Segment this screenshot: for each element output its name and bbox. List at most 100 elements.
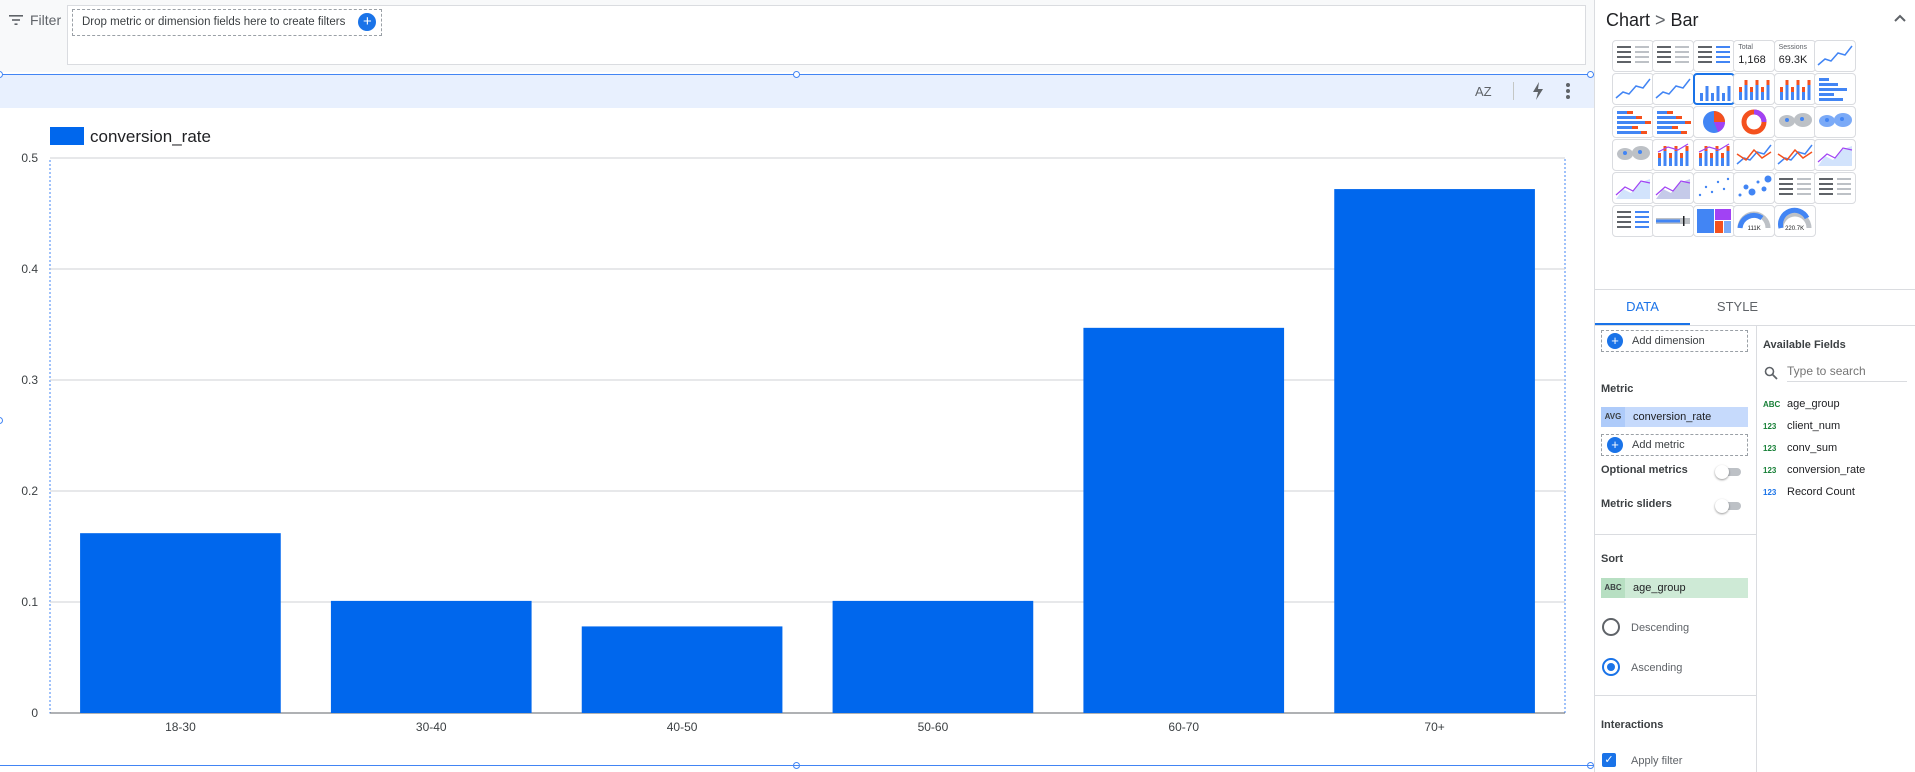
tab-data[interactable]: DATA — [1595, 290, 1690, 325]
field-record-count[interactable]: 123 Record Count — [1763, 486, 1855, 504]
apply-filter-label[interactable]: Apply filter — [1631, 755, 1683, 767]
stacked-bar-chart-icon[interactable] — [1612, 106, 1654, 138]
optional-metrics-toggle[interactable] — [1715, 465, 1741, 479]
field-conversion-rate[interactable]: 123 conversion_rate — [1763, 464, 1865, 482]
x-tick-label: 50-60 — [918, 720, 949, 734]
sort-field: age_group — [1633, 582, 1686, 594]
apply-filter-checkbox[interactable]: ✓ — [1602, 753, 1616, 767]
scorecard-caption: Total — [1738, 44, 1753, 51]
bar — [330, 600, 532, 713]
column-chart-icon[interactable] — [1692, 73, 1735, 105]
bolt-icon[interactable] — [1530, 81, 1546, 101]
field-type: 123 — [1763, 422, 1777, 431]
treemap-chart-icon[interactable] — [1692, 205, 1735, 237]
ascending-radio[interactable] — [1602, 658, 1620, 676]
filter-drop-area[interactable]: Drop metric or dimension fields here to … — [67, 5, 1586, 65]
donut-chart-icon[interactable] — [1733, 106, 1776, 138]
ascending-label[interactable]: Ascending — [1631, 662, 1683, 674]
chart-type-breadcrumb: Chart > Bar — [1606, 10, 1699, 31]
add-dimension-label: Add dimension — [1632, 335, 1705, 347]
x-tick-label: 70+ — [1424, 720, 1444, 734]
field-search-input[interactable] — [1787, 361, 1907, 382]
legend-label: conversion_rate — [90, 127, 211, 146]
combo-chart-icon[interactable] — [1652, 139, 1695, 171]
search-icon — [1764, 366, 1778, 380]
bullet-chart-icon[interactable] — [1652, 205, 1695, 237]
filled-map-chart-icon[interactable] — [1612, 139, 1654, 171]
gauge-ranges-chart-icon[interactable]: 220.7K — [1773, 205, 1816, 237]
bar-chart-icon[interactable] — [1814, 73, 1856, 105]
divider — [1595, 534, 1756, 535]
tab-style[interactable]: STYLE — [1716, 299, 1759, 314]
pivot-table-chart-icon[interactable] — [1773, 172, 1816, 204]
breadcrumb-root[interactable]: Chart — [1606, 10, 1651, 30]
add-metric-button[interactable]: + Add metric — [1601, 434, 1748, 456]
plus-icon: + — [1607, 333, 1623, 349]
drop-zone-text: Drop metric or dimension fields here to … — [82, 16, 346, 28]
google-maps-chart-icon[interactable] — [1814, 106, 1856, 138]
gauge-value: 111K — [1747, 226, 1761, 232]
field-age-group[interactable]: ABC age_group — [1763, 398, 1840, 416]
time-series-chart-icon[interactable] — [1814, 40, 1856, 72]
field-conv-sum[interactable]: 123 conv_sum — [1763, 442, 1837, 460]
table-chart-icon[interactable] — [1612, 40, 1654, 72]
100-stacked-column-chart-icon[interactable] — [1773, 73, 1816, 105]
chart-selection-border — [0, 765, 1595, 766]
stacked-column-chart-icon[interactable] — [1733, 73, 1776, 105]
metric-section-title: Metric — [1601, 383, 1634, 395]
chevron-up-icon[interactable] — [1892, 10, 1908, 26]
add-filter-icon[interactable]: + — [358, 13, 377, 31]
filter-drop-zone[interactable]: Drop metric or dimension fields here to … — [72, 9, 383, 36]
smoothed-line-chart-icon[interactable] — [1652, 73, 1695, 105]
stacked-area-chart-icon[interactable] — [1612, 172, 1654, 204]
field-name: age_group — [1787, 398, 1840, 410]
scorecard-chart-icon[interactable]: Total 1,168 — [1733, 40, 1776, 72]
descending-label[interactable]: Descending — [1631, 622, 1690, 634]
field-type: ABC — [1763, 400, 1781, 409]
smoothed-line-chart-icon[interactable] — [1773, 139, 1816, 171]
table-heatmap-chart-icon[interactable] — [1692, 40, 1735, 72]
sort-chip[interactable]: ABC age_group — [1601, 578, 1748, 598]
gauge-chart-icon[interactable]: 111K — [1733, 205, 1776, 237]
bubble-chart-icon[interactable] — [1733, 172, 1776, 204]
100-area-chart-icon[interactable] — [1652, 172, 1695, 204]
panel-tabs: DATA STYLE — [1595, 289, 1915, 326]
100-stacked-bar-chart-icon[interactable] — [1652, 106, 1695, 138]
filter-icon[interactable] — [8, 12, 24, 28]
pivot-table-bars-chart-icon[interactable] — [1814, 172, 1856, 204]
sort-az-icon[interactable]: AZ — [1475, 84, 1492, 99]
add-dimension-button[interactable]: + Add dimension — [1601, 330, 1748, 352]
pivot-table-heatmap-chart-icon[interactable] — [1612, 205, 1654, 237]
add-metric-label: Add metric — [1632, 439, 1685, 451]
field-name: Record Count — [1787, 486, 1855, 498]
geo-chart-icon[interactable] — [1773, 106, 1816, 138]
table-bars-chart-icon[interactable] — [1652, 40, 1695, 72]
scorecard-compact-chart-icon[interactable]: Sessions 69.3K — [1773, 40, 1816, 72]
x-tick-label: 18-30 — [165, 720, 196, 734]
scatter-chart-icon[interactable] — [1692, 172, 1735, 204]
resize-handle-top-right[interactable] — [1587, 71, 1594, 78]
metric-sliders-label: Metric sliders — [1601, 498, 1672, 510]
y-tick-label: 0.2 — [21, 484, 38, 498]
line-chart-icon[interactable] — [1733, 139, 1776, 171]
sparkline-chart-icon[interactable] — [1612, 73, 1654, 105]
more-vert-icon[interactable] — [1563, 81, 1573, 101]
bar-chart[interactable]: 0 0.1 0.2 0.3 0.4 0.5 conversion_rate 18-30 30-4… — [0, 108, 1590, 748]
field-name: conversion_rate — [1787, 464, 1866, 476]
field-client-num[interactable]: 123 client_num — [1763, 420, 1840, 438]
resize-handle-top-center[interactable] — [793, 71, 800, 78]
area-chart-icon[interactable] — [1814, 139, 1856, 171]
y-tick-label: 0.1 — [21, 595, 38, 609]
pie-chart-icon[interactable] — [1692, 106, 1735, 138]
field-name: client_num — [1787, 420, 1841, 432]
stacked-combo-chart-icon[interactable] — [1692, 139, 1735, 171]
metric-sliders-toggle[interactable] — [1715, 499, 1741, 513]
optional-metrics-label: Optional metrics — [1601, 464, 1688, 476]
metric-agg[interactable]: AVG — [1601, 407, 1625, 427]
descending-radio[interactable] — [1602, 618, 1620, 636]
filter-label[interactable]: Filter — [30, 12, 62, 28]
bar — [80, 533, 281, 713]
metric-chip[interactable]: AVG conversion_rate — [1601, 407, 1748, 427]
field-type: 123 — [1763, 466, 1777, 475]
chart-header-bar — [0, 74, 1595, 108]
